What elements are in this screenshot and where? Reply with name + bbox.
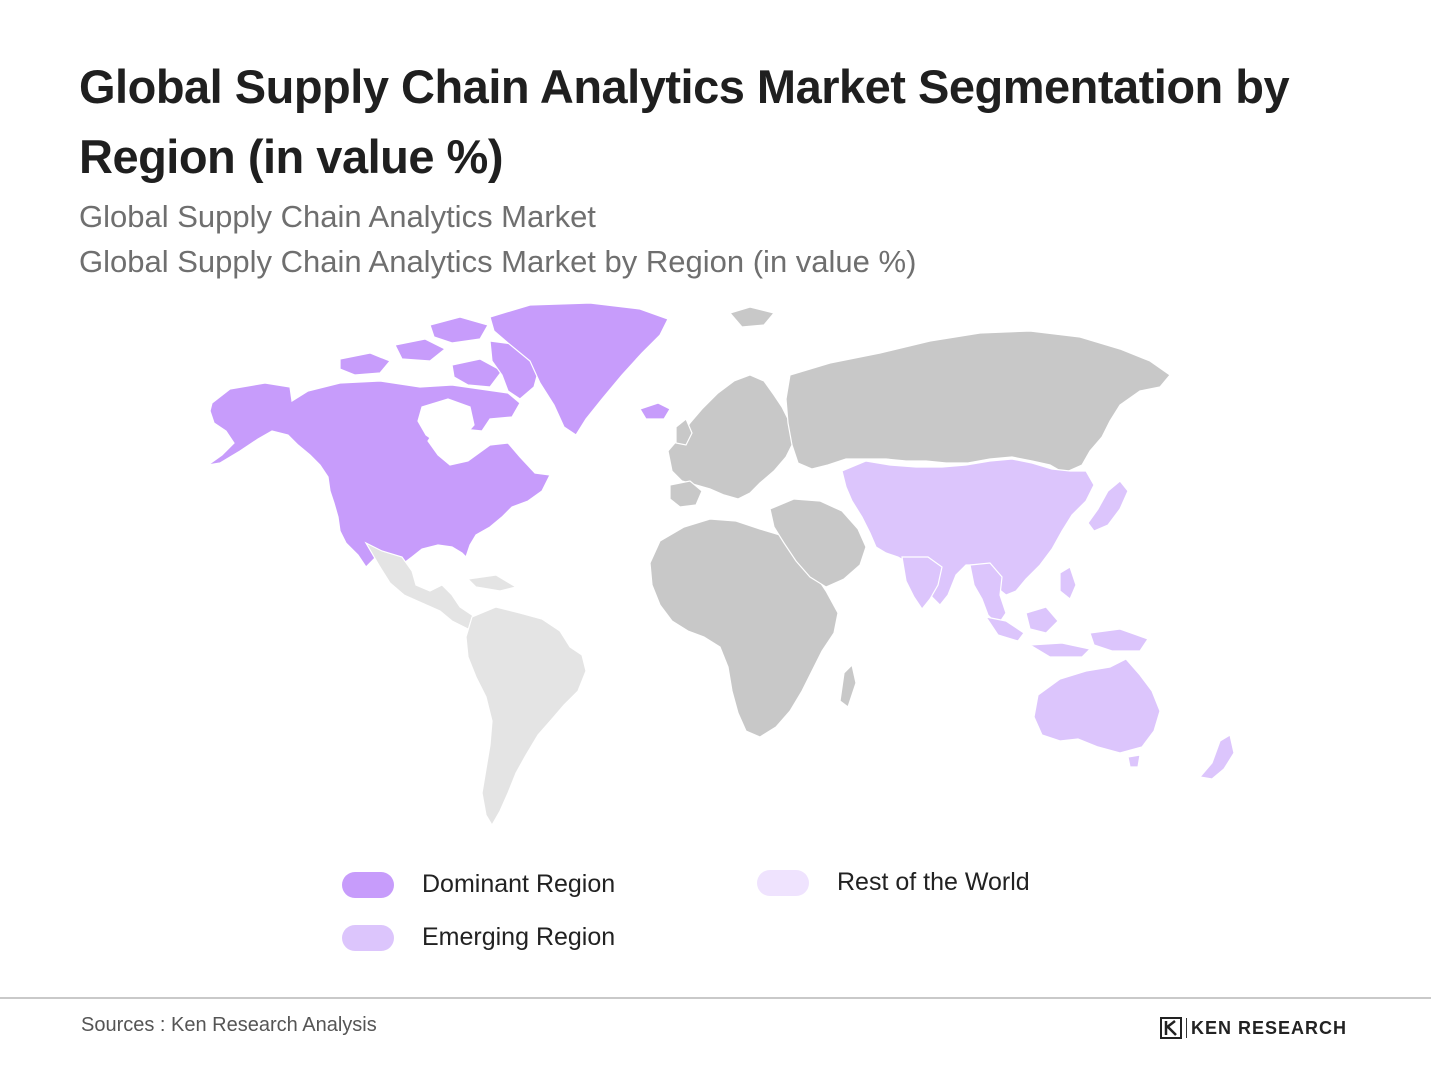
russia	[785, 330, 1171, 474]
page-title: Global Supply Chain Analytics Market Seg…	[79, 60, 1290, 183]
legend-swatch-dominant	[342, 871, 394, 898]
central-america-mexico	[364, 541, 482, 630]
africa	[649, 518, 839, 738]
ken-research-logo-icon	[1160, 1017, 1182, 1039]
world-map: .fill-dominant path { fill: #c79cfb; str…	[207, 302, 1235, 827]
subtitle-market: Global Supply Chain Analytics Market	[79, 199, 596, 234]
brand-logo[interactable]: KEN RESEARCH	[1160, 1016, 1347, 1040]
region-north-america[interactable]	[207, 302, 671, 568]
legend-label-dominant: Dominant Region	[422, 870, 616, 898]
iberia	[669, 480, 703, 508]
north-america-mainland	[207, 380, 551, 568]
india-peninsula	[901, 556, 943, 611]
region-latin-america[interactable]	[364, 541, 587, 827]
indonesia-a	[984, 616, 1025, 642]
region-asia-pacific[interactable]	[841, 458, 1235, 780]
brand-name: KEN RESEARCH	[1191, 1017, 1348, 1038]
hudson-bay-water	[417, 398, 475, 446]
legend-label-emerging: Emerging Region	[422, 923, 616, 951]
new-zealand	[1198, 734, 1235, 780]
iceland	[639, 402, 671, 420]
arctic-island-d	[451, 358, 503, 388]
legend-item-emerging[interactable]: Emerging Region	[342, 923, 615, 952]
asia-mainland	[841, 458, 1095, 606]
arctic-island-a	[339, 352, 391, 376]
region-other	[649, 306, 1171, 738]
legend-item-dominant[interactable]: Dominant Region	[342, 870, 615, 899]
middle-east	[769, 498, 867, 588]
south-america	[465, 606, 587, 827]
legend-label-rest-of-world: Rest of the World	[837, 868, 1030, 896]
caribbean-islands	[466, 574, 518, 592]
arctic-island-b	[394, 338, 447, 362]
legend-item-rest-of-world[interactable]: Rest of the World	[757, 868, 1030, 897]
japan	[1087, 480, 1129, 532]
arctic-island-c	[429, 316, 489, 344]
greenland	[489, 302, 669, 436]
indonesia-b	[1025, 606, 1059, 634]
legend-swatch-emerging	[342, 924, 394, 951]
southeast-asia	[969, 562, 1007, 626]
madagascar	[839, 663, 857, 708]
footer-divider	[0, 997, 1431, 999]
legend-swatch-rest-of-world	[757, 869, 809, 896]
new-guinea	[1089, 628, 1149, 652]
svalbard	[728, 306, 776, 328]
source-note: Sources : Ken Research Analysis	[81, 1014, 377, 1036]
tasmania	[1127, 754, 1141, 768]
brand-separator	[1186, 1018, 1187, 1038]
philippines	[1059, 566, 1077, 600]
indonesia-c	[1028, 642, 1092, 658]
australia	[1033, 658, 1161, 754]
uk-ireland	[675, 418, 693, 446]
subtitle-region: Global Supply Chain Analytics Market by …	[79, 244, 917, 279]
